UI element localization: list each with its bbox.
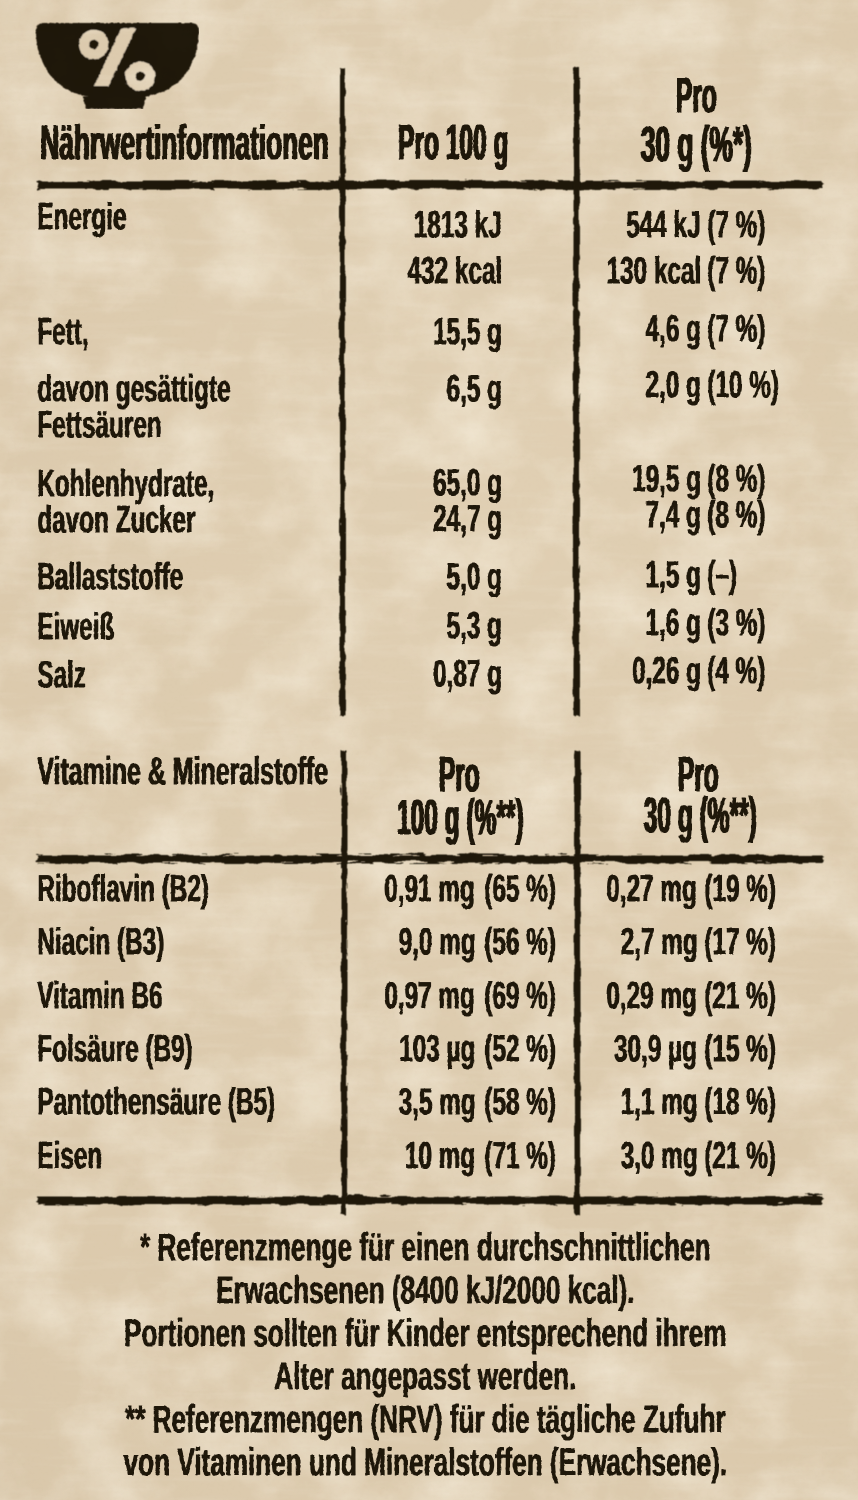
row-per100: 65,0 g — [432, 461, 502, 504]
row-per30-pct: (10 %) — [707, 363, 779, 406]
footnote-line: Alter angepasst werden. — [273, 1354, 577, 1398]
vit-row-per100-pct: (52 %) — [484, 1028, 556, 1070]
row-per100: 5,3 g — [446, 604, 502, 647]
bottom-rule — [36, 1195, 821, 1203]
vit-col-header-per30-line2: 30 g (%**) — [643, 786, 757, 843]
row-label: davon Zucker — [37, 498, 196, 541]
row-per30-pct: (8 %) — [707, 493, 766, 536]
bowl-foot — [82, 95, 146, 109]
row-per30-pct: (–) — [707, 553, 737, 596]
vit-row-per100-amount: 3,5 mg — [397, 1081, 475, 1124]
vit-row-per30-amount: 1,1 mg — [619, 1081, 697, 1124]
vit-row-label: Niacin (B3) — [37, 921, 165, 964]
header-rule — [36, 179, 821, 188]
footnote-line: * Referenzmenge für einen durchschnittli… — [139, 1225, 711, 1269]
vit-row-per100-pct: (56 %) — [484, 921, 556, 964]
row-label-line2: Fettsäuren — [37, 403, 162, 446]
vit-row-per30-pct: (17 %) — [704, 921, 776, 964]
vit-row-label: Folsäure (B9) — [37, 1028, 193, 1070]
vit-row-per30-amount: 2,7 mg — [619, 921, 697, 964]
footnote-line: Portionen sollten für Kinder entsprechen… — [123, 1311, 727, 1355]
footnote-line: von Vitaminen und Mineralstoffen (Erwach… — [123, 1440, 727, 1484]
row-per30-amount: 7,4 g — [645, 493, 701, 536]
vit-row-per30-pct: (15 %) — [704, 1028, 776, 1070]
vit-row-per30-amount: 0,27 mg — [606, 867, 697, 910]
vitamins-title: Vitamine & Mineralstoffe — [37, 750, 328, 793]
row-label: Fett, — [37, 310, 89, 353]
vit-row-per100-pct: (58 %) — [484, 1081, 556, 1124]
col-header-per100: Pro 100 g — [397, 114, 509, 171]
row-label: Kohlenhydrate, — [37, 462, 215, 505]
vit-row-label: Riboflavin (B2) — [37, 867, 209, 910]
divider-2-lower — [573, 750, 580, 1214]
vit-row-per30-amount: 3,0 mg — [619, 1134, 697, 1177]
vit-col-header-per100-line1: Pro — [438, 745, 480, 802]
row-per30-pct: (7 %) — [707, 249, 766, 292]
footnote-line: ** Referenzmengen (NRV) für die tägliche… — [124, 1397, 726, 1441]
percent-top-dot — [88, 39, 98, 49]
vit-row-per30-pct: (21 %) — [704, 974, 776, 1017]
row-per30-amount: 2,0 g — [645, 363, 701, 406]
vit-row-per30-amount: 0,29 mg — [606, 974, 697, 1017]
row-per30-pct: (7 %) — [707, 307, 766, 350]
row-per100: 24,7 g — [432, 497, 502, 540]
row-per30-amount: 130 kcal — [605, 249, 701, 292]
row-per100: 432 kcal — [406, 249, 502, 292]
row-per100: 15,5 g — [432, 310, 502, 353]
row-per30-amount: 1,5 g — [645, 553, 701, 596]
vit-row-label: Eisen — [37, 1134, 102, 1177]
vit-row-label: Pantothensäure (B5) — [37, 1081, 275, 1124]
vit-col-header-per30-line1: Pro — [677, 745, 719, 802]
row-per30-amount: 19,5 g — [631, 457, 701, 500]
vit-row-per100-amount: 0,91 mg — [384, 867, 475, 910]
vit-row-per100-amount: 103 µg — [398, 1028, 475, 1070]
row-per100: 0,87 g — [432, 652, 502, 695]
row-per30-amount: 4,6 g — [645, 307, 701, 350]
row-label: Eiweiß — [37, 605, 115, 648]
vit-row-per100-amount: 0,97 mg — [384, 974, 475, 1017]
divider-1-lower — [340, 750, 346, 1214]
row-label: Ballaststoffe — [37, 556, 183, 599]
col-header-per30-line2: 30 g (%*) — [640, 116, 752, 173]
row-per30-amount: 1,6 g — [645, 601, 701, 644]
divider-1-upper — [339, 68, 345, 715]
vit-row-per30-pct: (21 %) — [704, 1134, 776, 1177]
vit-col-header-per100-line2: 100 g (%**) — [396, 788, 524, 845]
row-per30-pct: (3 %) — [707, 601, 766, 644]
row-per30-amount: 544 kJ — [626, 203, 701, 246]
row-label: Salz — [37, 653, 86, 696]
vit-row-per100-pct: (69 %) — [484, 974, 556, 1017]
vit-row-label: Vitamin B6 — [37, 974, 163, 1017]
row-label: davon gesättigte — [37, 367, 231, 410]
vit-row-per30-amount: 30,9 µg — [614, 1028, 697, 1070]
row-per30-amount: 0,26 g — [631, 649, 701, 692]
bowl-percent-icon — [35, 22, 199, 109]
row-per100: 6,5 g — [446, 367, 502, 410]
vit-row-per30-pct: (19 %) — [704, 867, 776, 910]
row-per30-pct: (8 %) — [707, 457, 766, 500]
percent-slash — [93, 27, 136, 86]
table-title: Nährwertinformationen — [40, 116, 329, 170]
vitamins-header-rule — [36, 853, 821, 862]
row-label: Energie — [37, 196, 127, 239]
row-per100: 5,0 g — [446, 555, 502, 598]
row-per100: 1813 kJ — [413, 203, 502, 246]
vit-row-per100-amount: 10 mg — [404, 1134, 475, 1177]
vit-row-per100-amount: 9,0 mg — [397, 921, 475, 964]
row-per30-pct: (7 %) — [707, 203, 766, 246]
row-per30-pct: (4 %) — [707, 649, 766, 692]
footnote-line: Erwachsenen (8400 kJ/2000 kcal). — [215, 1268, 635, 1312]
col-header-per30-line1: Pro — [675, 66, 716, 123]
vit-row-per100-pct: (65 %) — [484, 867, 556, 910]
vit-row-per30-pct: (18 %) — [704, 1081, 776, 1124]
divider-2-upper — [572, 66, 579, 715]
vit-row-per100-pct: (71 %) — [484, 1134, 556, 1177]
percent-bottom-dot — [135, 70, 145, 81]
